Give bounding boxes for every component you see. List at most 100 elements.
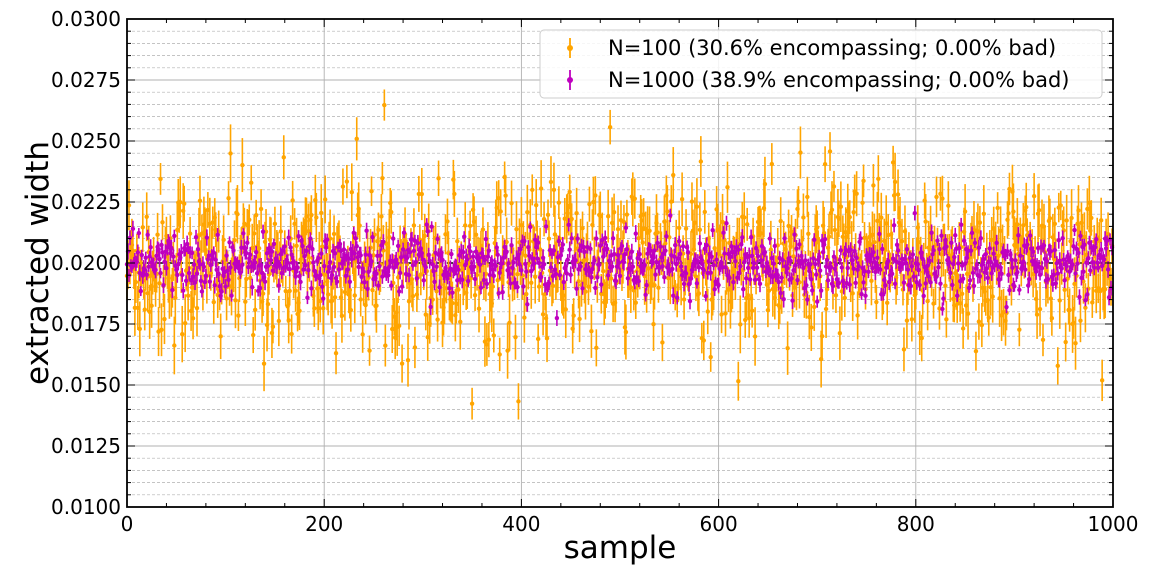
data-point xyxy=(573,258,578,263)
data-point xyxy=(224,296,229,301)
data-point xyxy=(224,253,229,258)
data-point xyxy=(823,306,829,312)
data-point xyxy=(318,272,323,278)
data-point xyxy=(276,283,282,288)
data-point xyxy=(1075,261,1080,266)
data-point xyxy=(405,358,411,363)
data-point xyxy=(833,293,839,298)
data-point xyxy=(580,225,585,231)
data-point xyxy=(412,345,418,350)
data-point xyxy=(613,278,619,284)
data-point xyxy=(181,288,186,293)
data-point xyxy=(981,211,987,217)
data-point xyxy=(142,307,147,312)
data-point xyxy=(253,212,259,218)
data-point xyxy=(669,199,674,204)
data-point xyxy=(931,248,936,253)
data-point xyxy=(522,238,527,244)
data-point xyxy=(957,278,963,284)
data-point xyxy=(314,273,319,278)
data-point xyxy=(860,265,865,271)
data-point xyxy=(381,248,386,253)
data-point xyxy=(546,281,552,286)
data-point xyxy=(1106,295,1112,300)
data-point xyxy=(1082,242,1087,247)
data-point xyxy=(749,308,755,313)
legend: N=100 (30.6% encompassing; 0.00% bad) N=… xyxy=(539,29,1103,99)
data-point xyxy=(316,306,321,311)
data-point xyxy=(162,316,167,322)
data-point xyxy=(817,268,823,273)
data-point xyxy=(685,250,691,255)
data-point xyxy=(976,319,982,324)
data-point xyxy=(311,260,316,265)
data-point xyxy=(498,209,503,214)
data-point xyxy=(556,238,562,244)
data-point xyxy=(210,220,215,225)
data-point xyxy=(702,246,707,251)
data-point xyxy=(545,212,551,218)
data-point xyxy=(159,242,164,248)
data-point xyxy=(469,401,475,406)
data-point xyxy=(238,270,243,276)
data-point xyxy=(535,336,541,342)
data-point xyxy=(723,311,728,316)
data-point xyxy=(176,262,181,267)
data-point xyxy=(323,245,329,250)
data-point xyxy=(727,240,732,246)
data-point xyxy=(135,305,141,311)
data-point xyxy=(329,298,335,303)
data-point xyxy=(381,239,386,244)
data-point xyxy=(564,271,569,276)
data-point xyxy=(191,262,197,267)
data-point xyxy=(749,253,755,259)
data-point xyxy=(872,240,877,245)
data-point xyxy=(467,249,473,254)
data-point xyxy=(962,261,968,266)
data-point xyxy=(489,258,495,263)
data-point xyxy=(374,303,379,308)
data-point xyxy=(767,236,773,241)
data-point xyxy=(282,244,287,249)
data-point xyxy=(526,244,531,250)
data-point xyxy=(803,258,808,263)
data-point xyxy=(1007,288,1012,293)
data-point xyxy=(289,331,294,337)
data-point xyxy=(725,185,730,190)
data-point xyxy=(619,243,625,249)
data-point xyxy=(549,251,555,256)
data-point xyxy=(925,263,930,268)
data-point xyxy=(216,271,221,277)
data-point xyxy=(979,322,985,328)
data-point xyxy=(836,216,842,221)
data-point xyxy=(722,251,727,256)
data-point xyxy=(462,223,468,228)
data-point xyxy=(187,231,193,236)
data-point xyxy=(1072,227,1077,233)
data-point xyxy=(536,284,542,289)
data-point xyxy=(778,290,783,296)
data-point xyxy=(442,297,447,302)
data-point xyxy=(655,230,660,235)
data-point xyxy=(593,285,598,291)
data-point xyxy=(716,282,721,288)
data-point xyxy=(973,348,979,354)
data-point xyxy=(671,172,676,178)
data-point xyxy=(533,274,538,279)
data-point xyxy=(233,298,238,303)
data-point xyxy=(905,267,911,272)
data-point xyxy=(702,209,707,215)
data-point xyxy=(644,282,649,288)
data-point xyxy=(497,352,502,357)
data-point xyxy=(760,264,766,269)
data-point xyxy=(843,230,848,235)
data-point xyxy=(813,261,818,267)
data-point xyxy=(679,197,685,202)
data-point xyxy=(354,244,359,249)
data-point xyxy=(693,274,699,279)
data-point xyxy=(934,194,939,200)
y-tick-label: 0.0200 xyxy=(51,251,121,275)
data-point xyxy=(743,317,748,323)
data-point xyxy=(748,234,754,240)
data-point xyxy=(751,260,757,266)
